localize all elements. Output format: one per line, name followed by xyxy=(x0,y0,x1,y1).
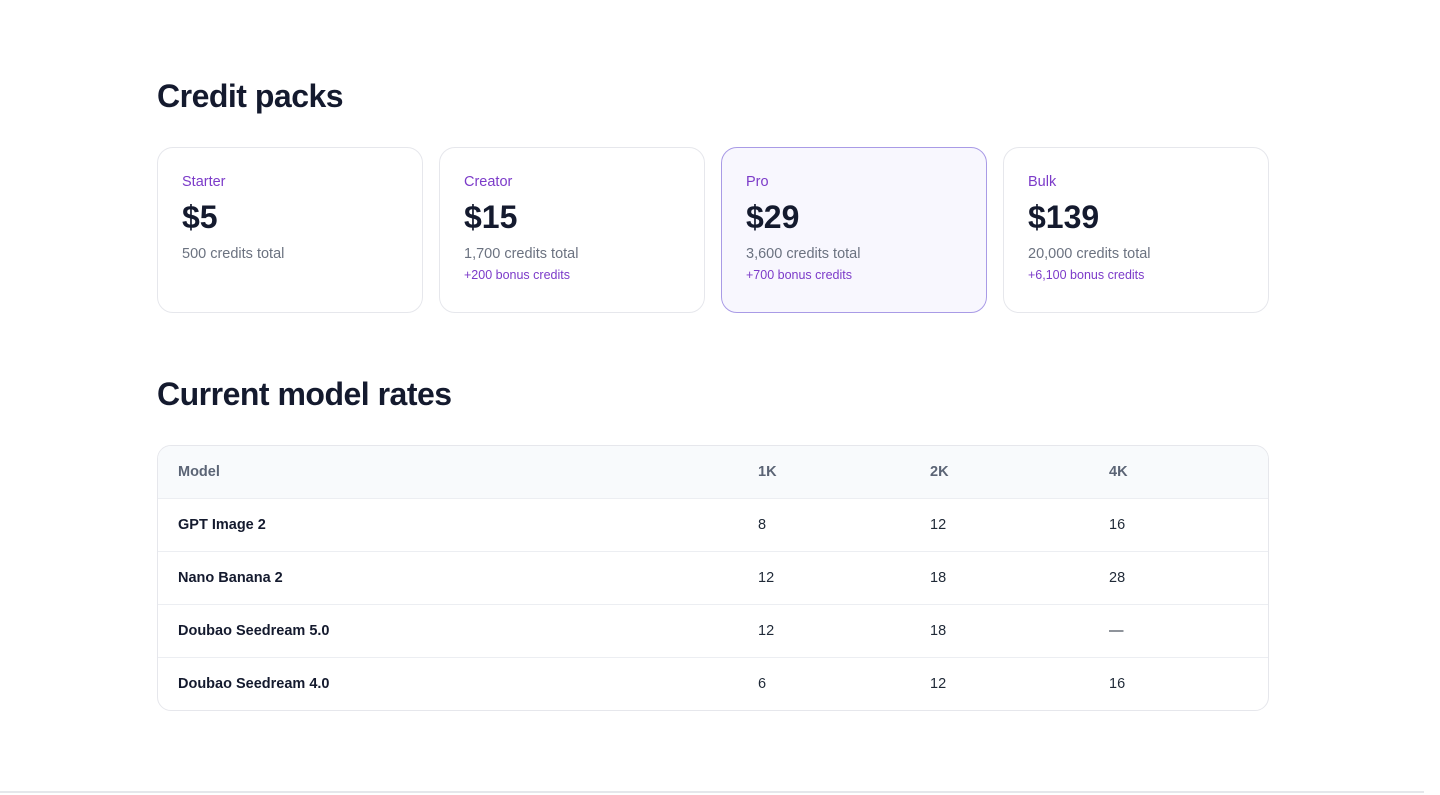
rate-4k: 16 xyxy=(1109,517,1126,533)
column-header-4k: 4K xyxy=(1109,464,1128,480)
table-row: Doubao Seedream 4.0 6 12 16 xyxy=(158,658,1268,710)
divider xyxy=(0,791,1424,793)
model-rates-table: Model 1K 2K 4K GPT Image 2 8 12 16 Nano … xyxy=(157,445,1269,711)
pack-bonus: +200 bonus credits xyxy=(464,268,570,282)
rate-1k: 6 xyxy=(758,676,767,692)
pack-price: $15 xyxy=(464,199,518,235)
rate-2k: 12 xyxy=(930,517,947,533)
model-rates-title: Current model rates xyxy=(157,376,452,412)
table-header-row: Model 1K 2K 4K xyxy=(158,446,1268,499)
model-name: GPT Image 2 xyxy=(178,517,266,533)
column-header-1k: 1K xyxy=(758,464,777,480)
pack-name: Bulk xyxy=(1028,174,1057,190)
pack-bonus: +6,100 bonus credits xyxy=(1028,268,1145,282)
pack-card-bulk[interactable]: Bulk $139 20,000 credits total +6,100 bo… xyxy=(1003,147,1269,313)
table-row: Nano Banana 2 12 18 28 xyxy=(158,552,1268,605)
model-name: Nano Banana 2 xyxy=(178,570,283,586)
model-name: Doubao Seedream 5.0 xyxy=(178,623,330,639)
pack-credits: 20,000 credits total xyxy=(1028,246,1151,262)
pack-name: Creator xyxy=(464,174,513,190)
pack-name: Pro xyxy=(746,174,769,190)
rate-2k: 12 xyxy=(930,676,947,692)
rate-1k: 8 xyxy=(758,517,767,533)
credit-packs-list: Starter $5 500 credits total Creator $15… xyxy=(157,147,1269,313)
table-row: GPT Image 2 8 12 16 xyxy=(158,499,1268,552)
rate-4k: 28 xyxy=(1109,570,1126,586)
rate-4k: — xyxy=(1109,623,1124,639)
pack-credits: 3,600 credits total xyxy=(746,246,861,262)
rate-1k: 12 xyxy=(758,570,775,586)
pack-name: Starter xyxy=(182,174,226,190)
model-name: Doubao Seedream 4.0 xyxy=(178,676,330,692)
pack-price: $139 xyxy=(1028,199,1100,235)
rate-2k: 18 xyxy=(930,570,947,586)
column-header-2k: 2K xyxy=(930,464,949,480)
pack-credits: 1,700 credits total xyxy=(464,246,579,262)
pack-card-creator[interactable]: Creator $15 1,700 credits total +200 bon… xyxy=(439,147,705,313)
pack-credits: 500 credits total xyxy=(182,246,285,262)
credit-packs-title: Credit packs xyxy=(157,78,344,114)
rate-4k: 16 xyxy=(1109,676,1126,692)
pack-bonus: +700 bonus credits xyxy=(746,268,852,282)
column-header-model: Model xyxy=(178,464,220,480)
rate-2k: 18 xyxy=(930,623,947,639)
pack-card-starter[interactable]: Starter $5 500 credits total xyxy=(157,147,423,313)
pack-card-pro[interactable]: Pro $29 3,600 credits total +700 bonus c… xyxy=(721,147,987,313)
rate-1k: 12 xyxy=(758,623,775,639)
pack-price: $5 xyxy=(182,199,218,235)
pack-price: $29 xyxy=(746,199,800,235)
table-row: Doubao Seedream 5.0 12 18 — xyxy=(158,605,1268,658)
